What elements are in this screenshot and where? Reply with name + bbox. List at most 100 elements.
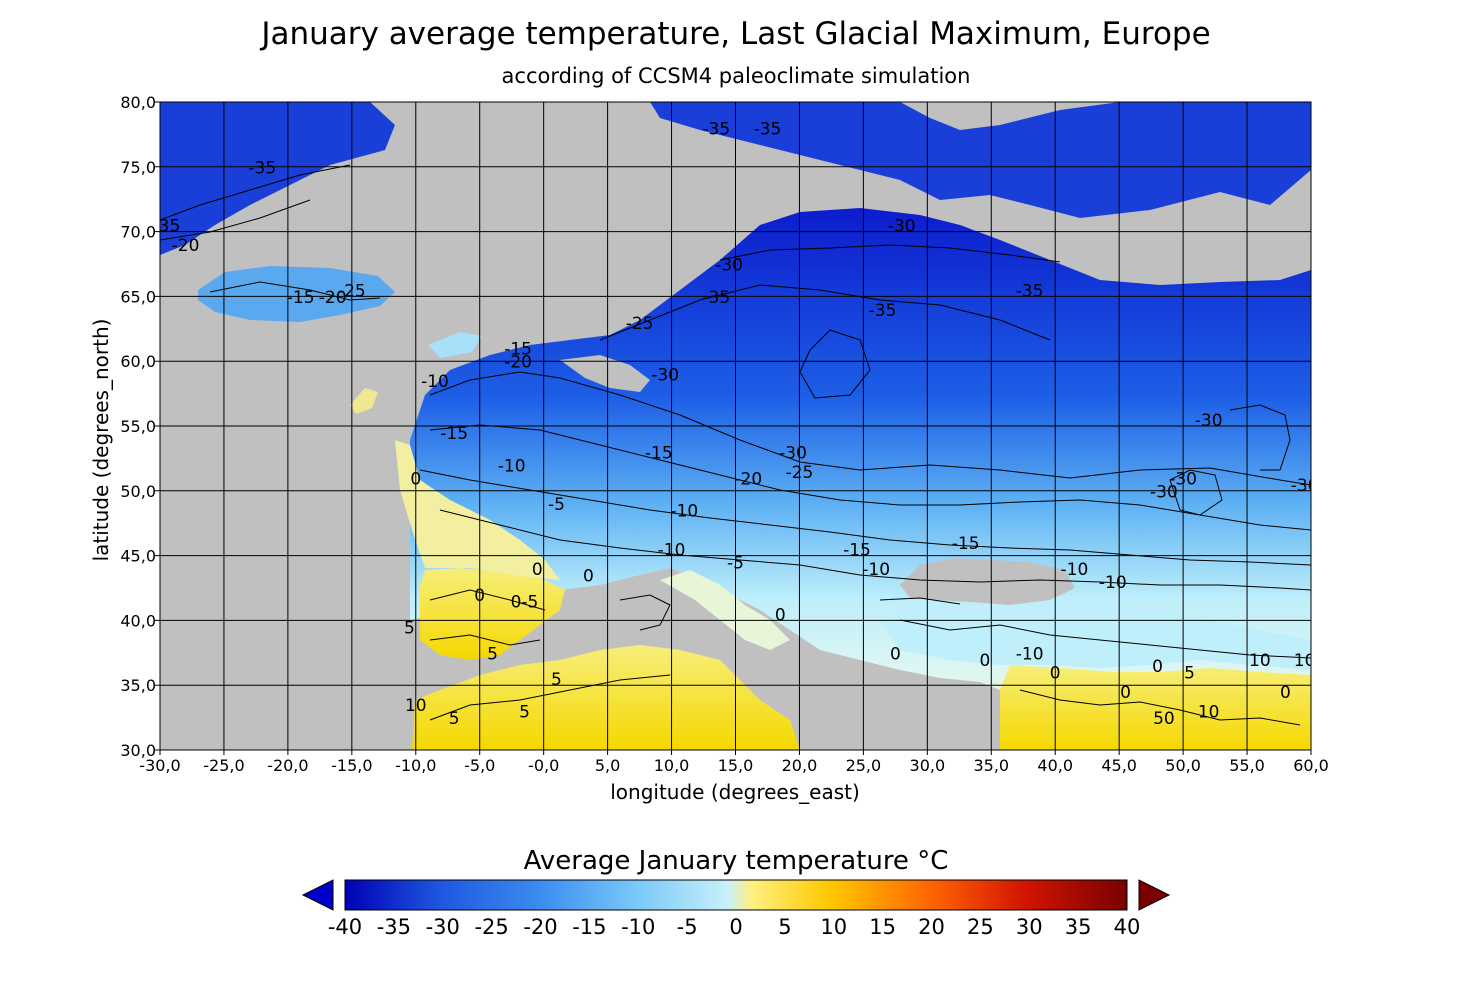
contour-label: -35 (1016, 281, 1044, 301)
contour-label: -30 (1195, 411, 1223, 431)
contour-lines (160, 164, 1311, 726)
page-subtitle: according of CCSM4 paleoclimate simulati… (501, 64, 971, 88)
contour-label: -10 (421, 372, 449, 392)
colorbar: -40 -35 -30 -25 -20 -15 -10 -5 0 5 10 15 20 25 30 35 40 (301, 879, 1171, 939)
contour-label: 0 (890, 644, 901, 664)
x-tick-label: -30,0 (139, 756, 180, 775)
colorbar-tick-label: 35 (1065, 915, 1092, 939)
colorbar-tick-label: -40 (328, 915, 362, 939)
contour-label: -10 (670, 502, 698, 522)
x-axis-label: longitude (degrees_east) (610, 780, 860, 804)
middle-east-region (1000, 665, 1311, 750)
contour-label: -15 (843, 541, 871, 561)
contour-label: 0-5 (511, 592, 539, 612)
contour-label: 10 (1249, 651, 1271, 671)
contour-label: -10 (1099, 573, 1127, 593)
contour-label: 0 (775, 605, 786, 625)
contour-label: -20 (504, 353, 532, 373)
x-tick-label: -5,0 (464, 756, 495, 775)
page-title: January average temperature, Last Glacia… (261, 16, 1211, 52)
contour-label: 50 (1153, 709, 1175, 729)
contour-label: -15 (952, 534, 980, 554)
x-tick-label: 5,0 (595, 756, 620, 775)
anatolia-region (880, 600, 1311, 670)
contour-label: 5 (551, 670, 562, 690)
contour-label: 5 (1184, 664, 1195, 684)
y-tick-label: 30,0 (120, 741, 156, 760)
contour-label: -30 (1150, 482, 1178, 502)
atlantic-fragment-2 (428, 332, 482, 358)
contour-label: -35 (702, 119, 730, 139)
iceland-region (198, 266, 395, 322)
colorbar-title: Average January temperature °C (523, 846, 949, 876)
y-tick-label: 80,0 (120, 93, 156, 112)
colorbar-tick-label: -10 (621, 915, 655, 939)
contour-label: -10 (862, 560, 890, 580)
colorbar-tick-label: 10 (820, 915, 847, 939)
contour-label: -30 (888, 217, 916, 237)
x-tick-label: 45,0 (1101, 756, 1137, 775)
contour-label: -35 (702, 288, 730, 308)
contour-label: -30 (651, 366, 679, 386)
x-tick-label: -20,0 (267, 756, 308, 775)
x-tick-label: 60,0 (1293, 756, 1329, 775)
contour-label: 0 (532, 560, 543, 580)
contour-label: 0 (979, 651, 990, 671)
y-tick-label: 75,0 (120, 158, 156, 177)
colorbar-tick-label: -35 (377, 915, 411, 939)
y-tick-label: 40,0 (120, 611, 156, 630)
contour-label: -30 (779, 443, 807, 463)
colorbar-tick-label: -15 (572, 915, 606, 939)
y-axis-label: latitude (degrees_north) (89, 319, 113, 562)
x-tick-label: 20,0 (782, 756, 818, 775)
italy-region (660, 570, 790, 650)
contour-label: 0 (1280, 683, 1291, 703)
x-tick-label: 10,0 (654, 756, 690, 775)
x-tick-label: -0,0 (528, 756, 559, 775)
atlantic-fragment (350, 388, 378, 414)
contour-label: -15 (645, 443, 673, 463)
contour-label: -30 (1291, 476, 1319, 496)
y-tick-label: 50,0 (120, 482, 156, 501)
contour-label: -30 (715, 255, 743, 275)
colorbar-tick-label: 15 (869, 915, 896, 939)
colorbar-tick-label: 40 (1114, 915, 1141, 939)
x-tick-label: -10,0 (395, 756, 436, 775)
colorbar-gradient (344, 879, 1128, 911)
contour-label: 5 (487, 644, 498, 664)
colorbar-over-arrow (1138, 879, 1171, 911)
x-tick-labels: -30,0 -25,0 -20,0 -15,0 -10,0 -5,0 -0,0 5,0 10,0… (139, 756, 1329, 775)
x-tick-label: 15,0 (718, 756, 754, 775)
greenland-region (160, 102, 395, 255)
y-tick-label: 45,0 (120, 547, 156, 566)
x-tick-label: 50,0 (1165, 756, 1201, 775)
arctic-islands-region (650, 102, 1311, 218)
colorbar-tick-label: -25 (474, 915, 508, 939)
contour-label: -15 (287, 288, 315, 308)
contour-label: -20 (319, 288, 347, 308)
contour-label: -15 (440, 424, 468, 444)
y-tick-labels: 30,0 35,0 40,0 45,0 50,0 55,0 60,0 65,0 70,0 75,0… (120, 93, 156, 760)
western-coast-strip (395, 440, 560, 580)
colorbar-tick-label: -30 (426, 915, 460, 939)
contour-label: 0 (1120, 683, 1131, 703)
y-tick-label: 70,0 (120, 223, 156, 242)
colorbar-tick-label: -5 (677, 915, 698, 939)
x-tick-label: 55,0 (1229, 756, 1265, 775)
colorbar-tick-label: 30 (1016, 915, 1043, 939)
y-tick-label: 35,0 (120, 676, 156, 695)
colorbar-tick-label: 0 (729, 915, 742, 939)
colorbar-tick-label: 5 (778, 915, 791, 939)
contour-label: -10 (498, 456, 526, 476)
contour-label: -10 (1016, 644, 1044, 664)
contour-label: -5 (548, 495, 565, 515)
contour-label: 5 (404, 618, 415, 638)
contour-label: 10 (1294, 651, 1316, 671)
contour-label: 0 (1152, 657, 1163, 677)
x-tick-label: 30,0 (910, 756, 946, 775)
contour-label: 0 (583, 567, 594, 587)
contour-label: -25 (626, 314, 654, 334)
contour-label: 5 (449, 709, 460, 729)
baltic-grey-area (560, 355, 650, 392)
